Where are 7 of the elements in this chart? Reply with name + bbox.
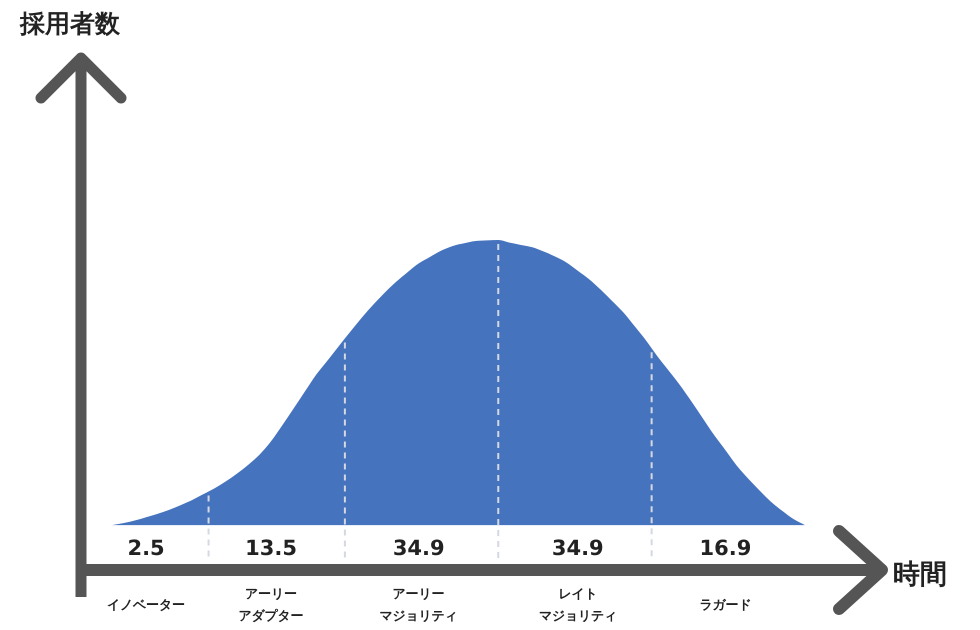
annotation: 2.5 — [127, 536, 165, 560]
annotation: 採用者数 — [20, 9, 120, 38]
annotation: 34.9 — [552, 536, 604, 560]
annotation: 16.9 — [700, 536, 752, 560]
annotation: 13.5 — [245, 536, 297, 560]
xlabel: 時間 — [893, 559, 947, 590]
annotation: 34.9 — [392, 536, 445, 560]
